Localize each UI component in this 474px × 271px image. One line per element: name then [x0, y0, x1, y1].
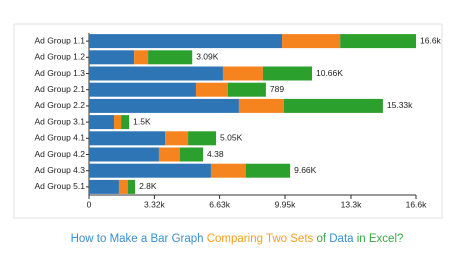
bar-segment — [210, 163, 246, 178]
bar-segment — [89, 82, 196, 97]
bar-segment — [118, 179, 129, 194]
x-tick-label: 13.3k — [341, 199, 363, 209]
bar-segment — [89, 115, 115, 130]
bar-label: 3.09K — [196, 52, 219, 62]
bar-segment — [282, 34, 341, 49]
bar-segment — [89, 66, 223, 81]
bar-label: 2.8K — [139, 181, 157, 191]
x-tick-label: 16.6k — [406, 199, 428, 209]
caption-segment: in Excel? — [356, 233, 404, 245]
caption-segment: Comparing Two Sets — [206, 233, 314, 245]
bar-segment — [188, 131, 217, 146]
x-tick-label: 6.63k — [209, 199, 231, 209]
y-tick-label: Ad Group 3.1 — [34, 116, 85, 126]
bar-segment — [245, 163, 291, 178]
bar-segment — [148, 50, 193, 65]
bar-label: 789 — [270, 84, 284, 94]
chart-frame — [13, 23, 443, 219]
y-tick-label: Ad Group 1.2 — [34, 52, 85, 62]
bar-segment — [222, 66, 263, 81]
y-tick-label: Ad Group 4.2 — [34, 149, 85, 159]
x-tick-label: 9.95k — [275, 199, 297, 209]
bar-segment — [89, 34, 283, 49]
bar-segment — [89, 179, 119, 194]
bar-segment — [89, 50, 135, 65]
bar-segment — [262, 66, 312, 81]
caption-segment: How to Make a Bar Graph — [70, 233, 204, 245]
bar-segment — [195, 82, 228, 97]
bar-segment — [227, 82, 266, 97]
bar-label: 1.5K — [133, 116, 151, 126]
caption: How to Make a Bar Graph Comparing Two Set… — [0, 233, 474, 245]
bar-label: 16.6k — [420, 35, 442, 45]
bar-segment — [89, 98, 239, 113]
caption-segment: of — [316, 233, 327, 245]
bar-segment — [114, 115, 122, 130]
y-tick-label: Ad Group 5.1 — [34, 181, 85, 191]
bar-segment — [238, 98, 284, 113]
bar-segment — [134, 50, 149, 65]
bar-label: 5.05K — [220, 133, 243, 143]
y-tick-label: Ad Group 4.3 — [34, 165, 85, 175]
bar-segment — [283, 98, 383, 113]
bar-label: 15.33k — [387, 100, 413, 110]
bar-segment — [340, 34, 416, 49]
y-tick-label: Ad Group 4.1 — [34, 133, 85, 143]
bar-segment — [89, 131, 166, 146]
bar-segment — [180, 147, 204, 162]
caption-segment: Data — [329, 233, 354, 245]
y-tick-label: Ad Group 2.2 — [34, 100, 85, 110]
bar-segment — [89, 147, 159, 162]
x-tick-label: 3.32k — [144, 199, 166, 209]
bar-label: 9.66K — [294, 165, 317, 175]
x-tick-label: 0 — [87, 199, 92, 209]
y-tick-label: Ad Group 2.1 — [34, 84, 85, 94]
y-tick-label: Ad Group 1.3 — [34, 68, 85, 78]
bar-label: 4.38 — [207, 149, 224, 159]
bar-label: 10.66K — [316, 68, 343, 78]
bar-segment — [128, 179, 136, 194]
chart: 0 3.32k 6.63k 9.95k 13.3k 16.6k Ad Group 1.1 16… — [13, 23, 443, 219]
bar-segment — [165, 131, 189, 146]
bar-segment — [89, 163, 211, 178]
bar-segment — [121, 115, 130, 130]
y-tick-label: Ad Group 1.1 — [34, 35, 85, 45]
bar-segment — [158, 147, 181, 162]
